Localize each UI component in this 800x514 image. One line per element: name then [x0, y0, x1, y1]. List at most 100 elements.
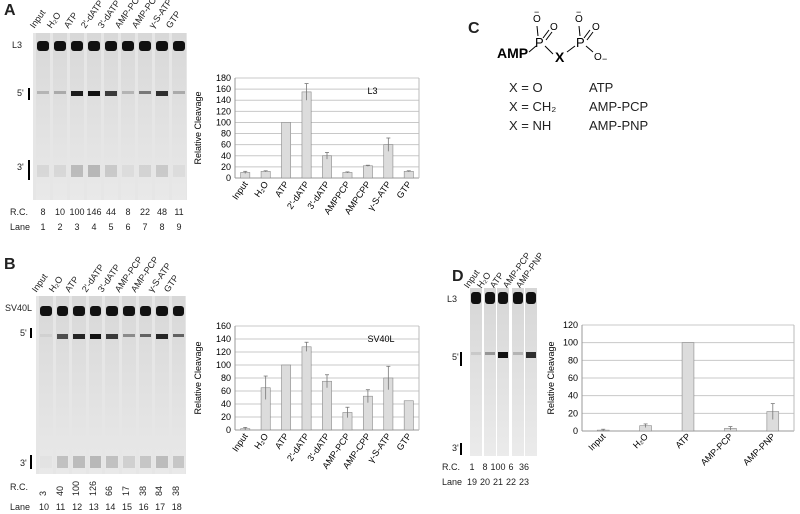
full-length-band [139, 41, 151, 51]
y-tick-label: 40 [221, 399, 231, 409]
gel-lane [72, 296, 86, 474]
structure-o-minus-1: O [533, 14, 541, 25]
x-tick-label: GTP [395, 179, 414, 200]
chart-title: L3 [367, 86, 377, 96]
gel-lane [172, 33, 186, 200]
gel-lane [88, 296, 103, 474]
panel-a-mark-5: 5' [17, 88, 24, 98]
full-length-band [122, 41, 134, 51]
cleavage-5-band [105, 91, 117, 96]
bar [281, 122, 292, 179]
full-length-band [526, 292, 536, 304]
cleavage-5-band [71, 91, 83, 96]
structure-bond-7b [586, 31, 594, 41]
rc-value: 36 [518, 462, 530, 472]
cleavage-5-band [172, 334, 185, 337]
panel-d-mark-5-bar [460, 352, 462, 366]
y-axis-label: Relative Cleavage [546, 341, 556, 414]
rc-value: 22 [139, 207, 151, 217]
gel-lane [104, 33, 118, 200]
panel-a-mark-5-bar [28, 88, 30, 100]
rc-value: 38 [137, 485, 148, 496]
panel-c-letter: C [468, 20, 480, 37]
structure-o-double-2: O [592, 22, 600, 33]
bar [362, 165, 373, 179]
gel-lane [53, 33, 67, 200]
x-tick-label: Input [586, 431, 608, 453]
gel-lane [155, 296, 169, 474]
rc-value: 66 [104, 485, 115, 496]
rc-value: 100 [69, 207, 85, 217]
cleavage-5-band [88, 91, 100, 96]
lane-number: 9 [176, 222, 182, 232]
full-length-band [40, 306, 52, 316]
gel-lane [36, 33, 50, 200]
gel-lane [138, 33, 152, 200]
bar [681, 342, 695, 432]
full-length-band [106, 306, 118, 316]
gel-lane [171, 296, 186, 474]
gel-lane [121, 33, 135, 200]
full-length-band [471, 292, 481, 304]
formula-row-3: X = NH AMP-PNP [509, 118, 648, 133]
x-tick-label: H₂O [252, 431, 270, 451]
panel-c-structure: O − O − AMP P O X P O O − [497, 7, 607, 65]
panel-b-rc-label: R.C. [10, 482, 28, 492]
cleavage-5-band [123, 334, 135, 337]
lane-number: 21 [492, 477, 504, 487]
x-tick-label: GTP [395, 431, 414, 452]
panel-d-gel-label-top: L3 [447, 294, 458, 304]
structure-p1: P [535, 35, 544, 50]
full-length-band [37, 41, 49, 51]
lane-number: 18 [171, 502, 182, 512]
cleavage-3-band [40, 456, 52, 468]
cleavage-5-band [56, 334, 69, 339]
panel-b-mark-3-bar [30, 455, 32, 469]
panel-b-mark-3: 3' [20, 458, 27, 468]
cleavage-3-band [156, 165, 168, 177]
full-length-band [156, 306, 168, 316]
cleavage-5-band [73, 334, 85, 339]
cleavage-3-band [139, 456, 152, 468]
panel-a-mark-3-bar [28, 160, 30, 180]
structure-bond-3 [528, 45, 537, 53]
y-tick-label: 160 [216, 84, 231, 94]
y-axis-label: Relative Cleavage [193, 91, 203, 164]
full-length-band [105, 41, 117, 51]
y-tick-label: 100 [563, 338, 578, 348]
gel-lane [70, 33, 84, 200]
y-tick-label: 40 [568, 391, 578, 401]
full-length-band [513, 292, 523, 304]
full-length-band [89, 306, 102, 316]
bar [301, 91, 312, 179]
bar [281, 364, 292, 431]
lane-number: 20 [479, 477, 491, 487]
panel-d-mark-3-bar [460, 443, 462, 455]
full-length-band [54, 41, 66, 51]
rc-value: 1 [469, 462, 475, 472]
formula-row-2: X = CH₂ AMP-PCP [509, 99, 648, 114]
bar [403, 400, 414, 431]
full-length-band [73, 306, 85, 316]
panel-d-chart: 0 20 40 60 80 100 120 Relative Cleavage Input H₂O… [546, 320, 795, 467]
cleavage-5-band [106, 334, 118, 339]
rc-value: 8 [125, 207, 131, 217]
panel-b-mark-5-bar [30, 328, 32, 338]
cleavage-3-band [71, 165, 83, 177]
rc-value: 6 [508, 462, 514, 472]
structure-bond-1 [536, 25, 539, 37]
cleavage-5-band [139, 91, 151, 94]
structure-bond-6 [566, 45, 576, 53]
formula-row-1-name: ATP [589, 80, 614, 95]
structure-x: X [555, 49, 565, 65]
lane-header: Input [29, 271, 50, 294]
x-tick-label: AMP-PCP [699, 431, 735, 467]
y-axis-label: Relative Cleavage [193, 341, 203, 414]
full-length-band [172, 306, 185, 316]
structure-o-minus-2: O [575, 14, 583, 25]
structure-bond-5 [544, 45, 554, 55]
x-tick-label: AMP-PNP [741, 431, 777, 467]
cleavage-3-band [139, 165, 151, 177]
